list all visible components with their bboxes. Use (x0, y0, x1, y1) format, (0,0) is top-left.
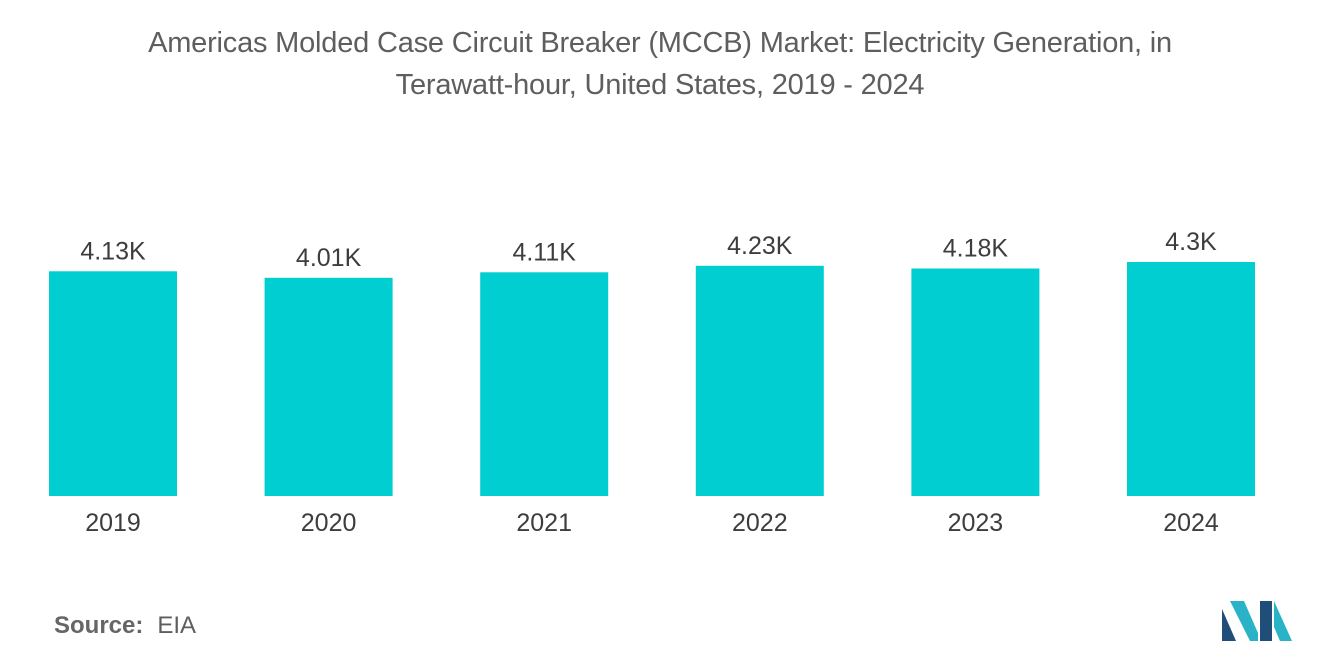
logo-shape-right (1274, 601, 1292, 641)
chart-title-line-1: Americas Molded Case Circuit Breaker (MC… (148, 27, 1172, 59)
chart-title: Americas Molded Case Circuit Breaker (MC… (40, 22, 1280, 106)
chart-title-line-2: Terawatt-hour, United States, 2019 - 202… (395, 69, 925, 101)
bar-2024 (1127, 262, 1255, 496)
data-label-2021: 4.11K (512, 238, 576, 266)
data-label-2023: 4.18K (943, 235, 1009, 263)
bar-2022 (695, 265, 824, 496)
bar-2021 (480, 272, 609, 496)
x-tick-label-2019: 2019 (85, 509, 141, 537)
data-label-2024: 4.3K (1165, 228, 1217, 256)
source-label: Source: (54, 612, 144, 639)
data-label-2020: 4.01K (296, 244, 362, 272)
bar-2019 (49, 271, 177, 496)
data-label-2022: 4.23K (727, 232, 793, 260)
x-tick-label-2020: 2020 (301, 509, 357, 537)
x-tick-label-2023: 2023 (948, 509, 1004, 537)
bar-2020 (264, 277, 393, 496)
mordor-intelligence-logo-icon (1222, 601, 1292, 641)
logo-shape-mid-a (1230, 601, 1258, 641)
bar-2023 (911, 268, 1040, 496)
source-value: EIA (157, 612, 197, 639)
x-tick-label-2021: 2021 (516, 509, 572, 537)
source-note: Source: EIA (54, 612, 196, 640)
logo-shape-mid-b (1260, 601, 1272, 641)
x-tick-label-2024: 2024 (1163, 509, 1219, 537)
logo-shape-left (1222, 609, 1236, 641)
x-tick-label-2022: 2022 (732, 509, 788, 537)
data-label-2019: 4.13K (80, 237, 146, 265)
